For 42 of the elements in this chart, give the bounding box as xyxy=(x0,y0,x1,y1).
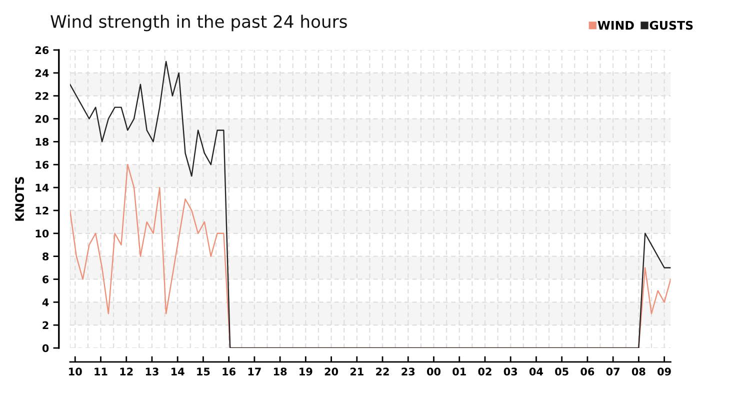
y-axis-title: KNOTS xyxy=(15,177,24,221)
x-tick-label: 02 xyxy=(478,368,492,376)
y-tick-label: 8 xyxy=(42,252,49,260)
y-tick-label: 14 xyxy=(36,184,49,192)
x-tick-label: 17 xyxy=(248,368,261,376)
y-tick-label: 24 xyxy=(35,69,49,77)
x-tick-label: 05 xyxy=(555,368,568,376)
x-tick-label: 16 xyxy=(222,368,236,376)
x-tick-label: 22 xyxy=(376,368,389,376)
y-tick-label: 16 xyxy=(36,160,49,169)
x-tick-label: 09 xyxy=(658,368,671,376)
x-tick-label: 23 xyxy=(402,368,415,376)
y-tick-label: 20 xyxy=(35,114,49,123)
y-tick-label: 6 xyxy=(42,275,49,284)
x-tick-label: 03 xyxy=(504,368,518,376)
x-tick-label: 13 xyxy=(146,368,158,376)
y-tick-label: 18 xyxy=(36,138,49,146)
y-tick-label: 2 xyxy=(42,321,48,330)
y-tick-label: 4 xyxy=(42,298,49,306)
x-tick-label: 06 xyxy=(580,368,594,376)
x-tick-label: 19 xyxy=(300,368,312,376)
legend-label: GUSTS xyxy=(650,20,693,30)
x-tick-label: 00 xyxy=(427,368,440,376)
legend-label: WIND xyxy=(598,20,634,30)
y-tick-label: 26 xyxy=(35,46,49,54)
y-tick-label: 0 xyxy=(42,344,49,352)
y-tick-label: 12 xyxy=(36,206,48,214)
x-tick-label: 11 xyxy=(94,368,108,376)
x-tick-label: 20 xyxy=(324,368,338,376)
x-tick-label: 18 xyxy=(274,368,287,376)
x-tick-label: 07 xyxy=(606,368,620,376)
x-tick-label: 14 xyxy=(172,368,184,376)
x-tick-label: 12 xyxy=(120,368,133,376)
x-tick-label: 15 xyxy=(197,368,210,376)
x-tick-label: 08 xyxy=(632,368,646,376)
y-tick-label: 10 xyxy=(36,230,49,238)
x-tick-label: 21 xyxy=(350,368,364,376)
x-tick-label: 04 xyxy=(529,368,543,376)
x-tick-label: 01 xyxy=(452,368,466,376)
chart-title: Wind strength in the past 24 hours xyxy=(50,14,347,32)
y-tick-label: 22 xyxy=(35,92,48,100)
x-tick-label: 10 xyxy=(69,368,82,376)
